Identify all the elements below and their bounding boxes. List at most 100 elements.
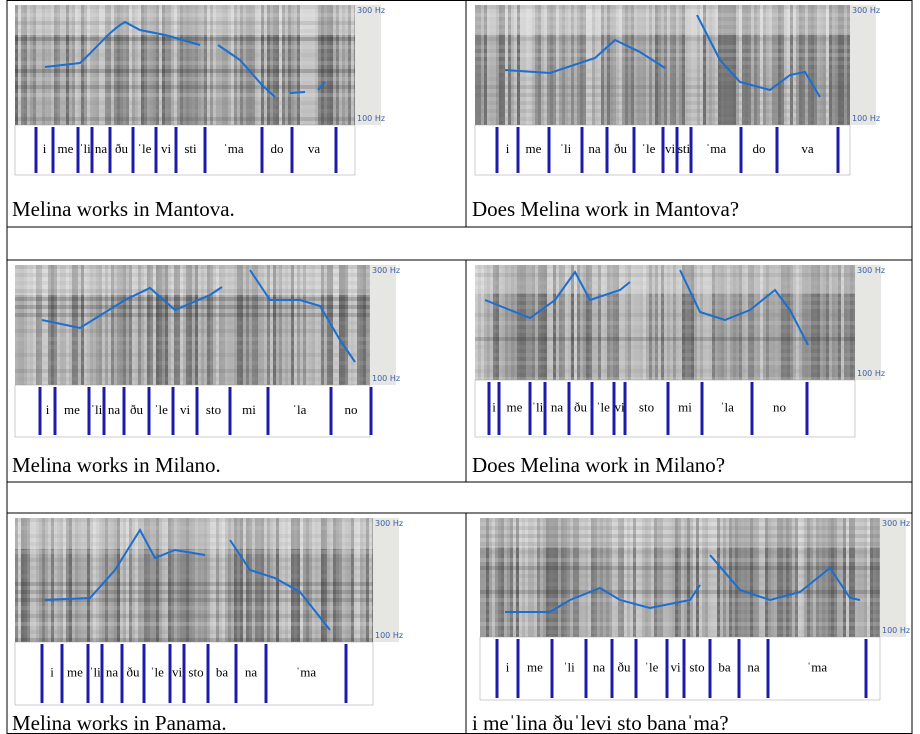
spectrogram-stripe <box>600 518 603 637</box>
syllable: ˈli <box>532 399 544 414</box>
spectrogram-stripe <box>601 5 604 125</box>
spectrogram-stripe <box>781 265 784 380</box>
spectrogram-stripe <box>597 518 600 637</box>
panel: 300 Hz 100 Hz i me ˈli na ðu ˈle vi sto mi ˈla no Doe… <box>472 265 885 477</box>
spectrogram-stripe <box>828 518 831 637</box>
spectrogram-stripe <box>126 518 129 642</box>
spectrogram-stripe <box>598 265 601 380</box>
spectrogram-stripe <box>300 5 303 125</box>
syllable: vi <box>665 141 676 156</box>
spectrogram-stripe <box>27 5 30 125</box>
spectrogram-stripe <box>297 5 300 125</box>
spectrogram-stripe <box>48 518 51 642</box>
spectrogram-stripe <box>523 5 526 125</box>
spectrogram-stripe <box>219 265 222 385</box>
spectrogram-stripe <box>192 5 195 125</box>
spectrogram-stripe <box>165 5 168 125</box>
spectrogram-stripe <box>162 5 165 125</box>
spectrogram-stripe <box>579 518 582 637</box>
spectrogram-stripe <box>502 265 505 380</box>
spectrogram-stripe <box>520 265 523 380</box>
syllable: na <box>108 402 121 417</box>
spectrogram-stripe <box>739 5 742 125</box>
spectrogram-stripe <box>639 518 642 637</box>
spectrogram-stripe <box>183 5 186 125</box>
spectrogram-band <box>475 329 855 333</box>
spectrogram-stripe <box>627 518 630 637</box>
boundary <box>495 639 499 698</box>
spectrogram-stripe <box>336 518 339 642</box>
hz-bottom-label: 100 Hz <box>375 631 403 640</box>
spectrogram-stripe <box>78 265 81 385</box>
spectrogram-band <box>15 337 370 341</box>
spectrogram-stripe <box>306 5 309 125</box>
spectrogram-stripe <box>724 265 727 380</box>
spectrogram-stripe <box>108 265 111 385</box>
spectrogram-stripe <box>363 265 366 385</box>
spectrogram-stripe <box>727 265 730 380</box>
boundary <box>666 382 670 435</box>
spectrogram-stripe <box>216 5 219 125</box>
spectrogram-stripe <box>843 518 846 637</box>
spectrogram-stripe <box>789 518 792 637</box>
spectrogram-stripe <box>153 518 156 642</box>
spectrogram-stripe <box>156 518 159 642</box>
spectrogram-stripe <box>805 5 808 125</box>
spectrogram-band <box>475 305 855 309</box>
spectrogram-stripe <box>366 518 369 642</box>
spectrogram-band <box>475 13 850 17</box>
spectrogram-stripe <box>852 518 855 637</box>
spectrogram-stripe <box>694 5 697 125</box>
spectrogram-stripe <box>742 5 745 125</box>
spectrogram-stripe <box>820 265 823 380</box>
spectrogram-stripe <box>631 265 634 380</box>
spectrogram-stripe <box>540 518 543 637</box>
spectrogram-stripe <box>697 5 700 125</box>
hz-top-label: 300 Hz <box>375 519 403 528</box>
spectrogram-stripe <box>823 5 826 125</box>
spectrogram-stripe <box>801 518 804 637</box>
spectrogram-stripe <box>507 518 510 637</box>
spectrogram-stripe <box>21 5 24 125</box>
spectrogram-stripe <box>243 518 246 642</box>
syllable: na <box>551 399 564 414</box>
panel: 300 Hz 100 Hz i me ˈli na ðu ˈle vi sti ˈma do va Doe… <box>472 5 880 221</box>
spectrogram-stripe <box>667 265 670 380</box>
spectrogram-band <box>475 337 855 341</box>
spectrogram-stripe <box>525 518 528 637</box>
spectrogram-band <box>475 289 855 293</box>
spectrogram-stripe <box>622 5 625 125</box>
spectrogram-stripe <box>51 265 54 385</box>
spectrogram-stripe <box>99 265 102 385</box>
spectrogram-stripe <box>583 265 586 380</box>
spectrogram-band <box>480 590 880 594</box>
spectrogram-stripe <box>291 5 294 125</box>
spectrogram-stripe <box>258 5 261 125</box>
spectrogram-stripe <box>135 265 138 385</box>
spectrogram-stripe <box>556 265 559 380</box>
spectrogram-stripe <box>132 518 135 642</box>
spectrogram-stripe <box>580 265 583 380</box>
spectrogram-stripe <box>688 5 691 125</box>
spectrogram-stripe <box>763 5 766 125</box>
spectrogram-band <box>15 542 373 546</box>
spectrogram-stripe <box>756 518 759 637</box>
spectrogram-stripe <box>171 5 174 125</box>
hz-strip <box>370 265 396 385</box>
syllable: na <box>747 659 760 674</box>
spectrogram-stripe <box>336 265 339 385</box>
spectrogram-stripe <box>261 518 264 642</box>
spectrogram-stripe <box>664 265 667 380</box>
spectrogram-stripe <box>486 518 489 637</box>
spectrogram-stripe <box>634 265 637 380</box>
hz-top-label: 300 Hz <box>852 6 880 15</box>
spectrogram-stripe <box>775 5 778 125</box>
spectrogram-stripe <box>183 265 186 385</box>
spectrogram-stripe <box>240 518 243 642</box>
spectrogram-stripe <box>867 518 870 637</box>
spectrogram-stripe <box>204 518 207 642</box>
spectrogram-stripe <box>576 518 579 637</box>
spectrogram-stripe <box>795 518 798 637</box>
spectrogram-stripe <box>87 518 90 642</box>
spectrogram-band <box>15 345 370 349</box>
